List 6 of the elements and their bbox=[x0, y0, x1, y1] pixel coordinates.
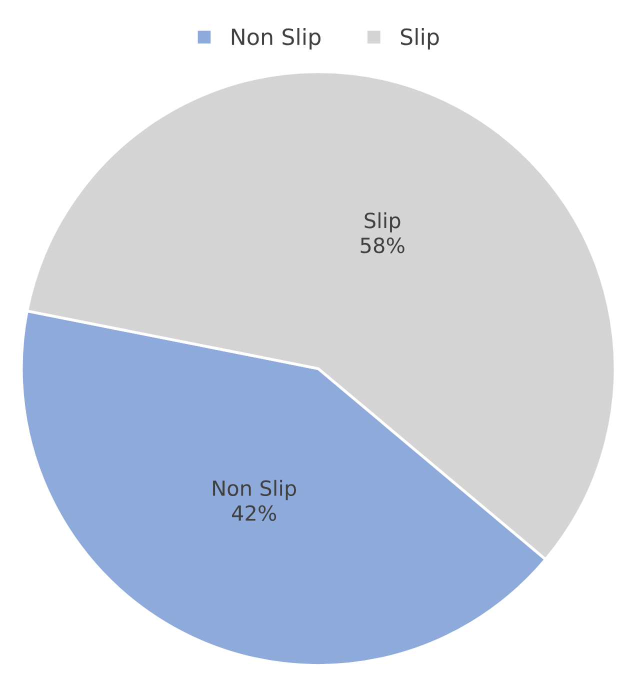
data-label: 42% bbox=[232, 505, 276, 521]
slice-label: Non Slip bbox=[213, 480, 296, 500]
legend-label: Non Slip bbox=[232, 28, 320, 50]
slice-label: Slip bbox=[364, 212, 400, 232]
data-label: 58% bbox=[360, 238, 404, 254]
legend-label: Slip bbox=[400, 28, 439, 50]
